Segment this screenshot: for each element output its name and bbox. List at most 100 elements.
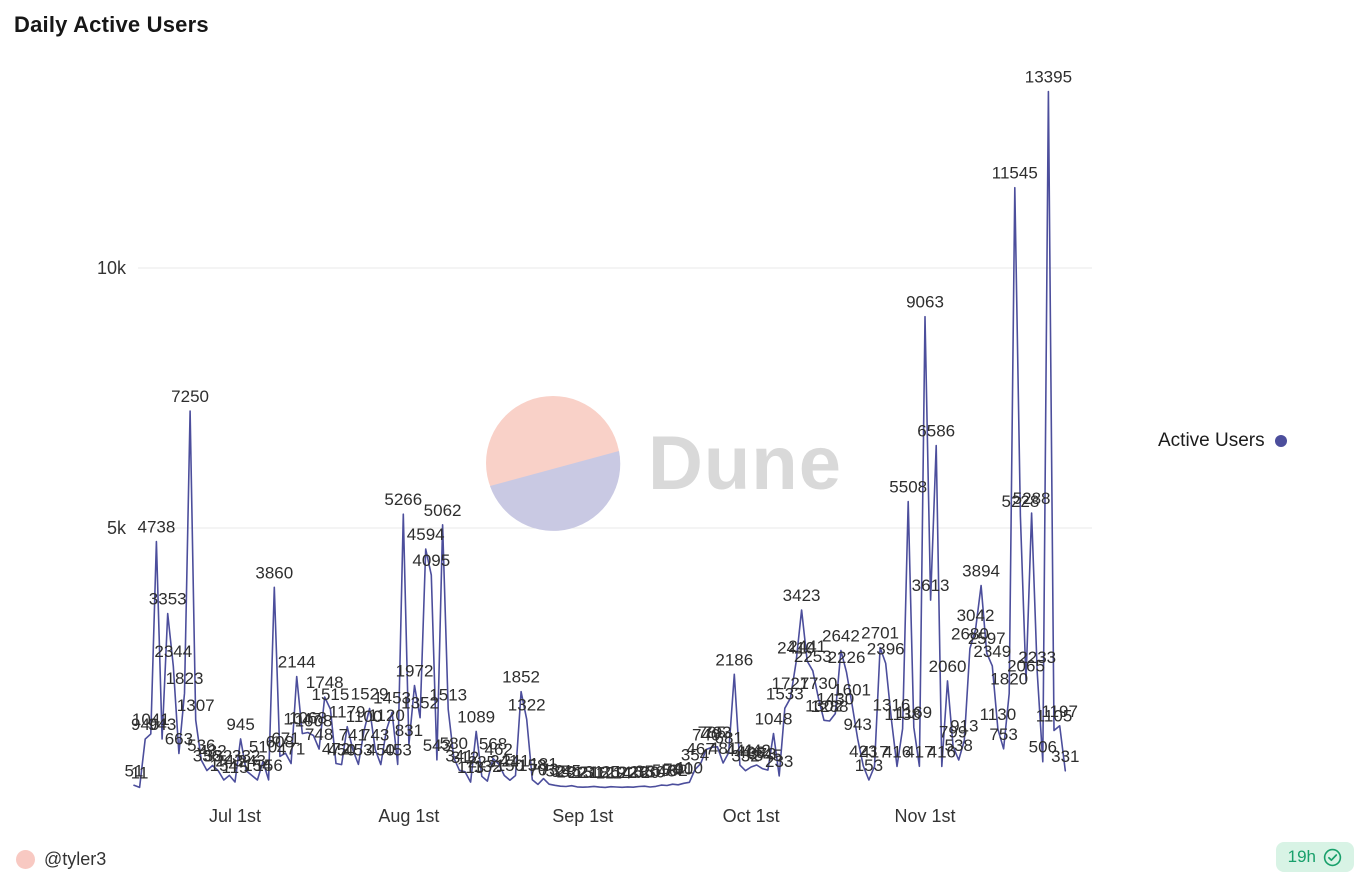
point-label: 243 [215,751,243,770]
point-label: 373 [748,745,776,764]
verified-check-icon [1323,848,1342,866]
point-label: 15 [573,763,592,782]
point-label: 28 [629,763,648,782]
point-label: 1169 [896,703,933,722]
point-label: 5288 [1013,489,1051,508]
point-label: 3423 [783,586,821,605]
point-label: 510 [249,738,277,757]
point-label: 793 [703,723,731,742]
author-avatar [16,850,35,869]
point-label: 241 [501,752,529,771]
point-label: 115 [221,758,248,777]
point-label: 417 [860,742,888,761]
point-label: 2396 [867,639,905,658]
point-label: 20 [641,763,660,782]
freshness-badge[interactable]: 19h [1275,842,1354,872]
point-label: 51 [125,761,144,780]
point-label: 1453 [373,688,411,707]
point-label: 1533 [766,684,804,703]
point-label: 74 [663,760,682,779]
point-label: 18 [590,763,609,782]
point-label: 432 [198,742,226,761]
page-title: Daily Active Users [14,12,209,37]
point-label: 453 [384,740,412,759]
point-label: 1130 [980,705,1017,724]
point-label: 4095 [412,551,450,570]
point-label: 4594 [407,525,445,544]
point-label: 35 [635,762,654,781]
point-label: 336 [193,747,221,766]
point-label: 3613 [912,576,950,595]
point-label: 1197 [1041,702,1078,721]
x-axis-tick-label: Sep 1st [552,806,613,826]
point-label: 1179 [329,703,366,722]
point-label: 70 [528,760,547,779]
point-label: 2410 [777,639,815,658]
point-label: 225 [468,752,496,771]
point-label: 6586 [917,422,955,441]
author-link[interactable]: @tyler3 [16,849,106,870]
point-label: 5228 [1001,492,1039,511]
point-label: 11545 [992,164,1038,183]
point-label: 462 [485,740,513,759]
point-label: 1041 [132,710,170,729]
point-label: 740 [692,726,720,745]
point-label: 2349 [973,642,1011,661]
y-axis-tick-label: 10k [97,258,127,278]
point-label: 785 [698,723,726,742]
point-label: 1288 [811,697,849,716]
point-label: 2597 [968,629,1006,648]
point-label: 943 [148,715,176,734]
point-label: 2680 [951,625,989,644]
point-label: 332 [731,747,759,766]
point-label: 113 [457,758,484,777]
point-label: 35 [551,762,570,781]
legend-item-active-users[interactable]: Active Users [1158,430,1287,452]
point-label: 945 [226,715,254,734]
point-label: 7250 [171,387,209,406]
point-label: 30 [646,762,665,781]
point-label: 472 [322,740,350,759]
point-label: 181 [529,755,557,774]
point-label: 681 [715,729,743,748]
legend-series-dot [1274,435,1287,447]
point-label: 1047 [283,710,321,729]
x-axis-tick-label: Oct 1st [723,806,780,826]
point-label: 416 [883,742,911,761]
y-axis-tick-label: 5k [107,518,127,538]
point-label: 1008 [295,712,333,731]
point-label: 471 [277,740,305,759]
point-label: 2144 [278,653,316,672]
point-label: 580 [440,734,468,753]
point-label: 663 [165,730,193,749]
point-label: 332 [232,747,260,766]
point-label: 442 [743,741,771,760]
x-axis-tick-label: Aug 1st [378,806,439,826]
point-label: 16 [624,763,643,782]
point-label: 1100 [346,707,383,726]
point-label: 5508 [889,478,927,497]
daily-active-users-chart[interactable]: 5k 10k Jul 1st Aug 1st Sep 1st Oct 1st Nov 1st… [0,0,1368,832]
point-label: 1068 [289,709,327,728]
point-label: 233 [765,752,793,771]
point-label: 25 [601,763,620,782]
point-label: 55 [652,761,671,780]
point-label: 450 [327,741,355,760]
point-label: 2226 [828,648,866,667]
point-label: 21 [579,763,598,782]
point-label: 403 [737,743,765,762]
point-label: 2253 [794,647,832,666]
point-label: 3894 [962,562,1000,581]
point-label: 608 [266,732,294,751]
point-label: 5266 [384,490,422,509]
point-label: 243 [238,751,266,770]
point-label: 506 [1029,738,1057,757]
point-label: 1316 [872,696,910,715]
point-label: 345 [754,746,782,765]
dune-logo-pie-lavender [490,451,621,531]
point-label: 481 [709,739,737,758]
point-label: 1048 [755,710,793,729]
dune-watermark: Dune [486,396,841,531]
point-label: 1727 [771,674,809,693]
point-label: 743 [361,725,389,744]
